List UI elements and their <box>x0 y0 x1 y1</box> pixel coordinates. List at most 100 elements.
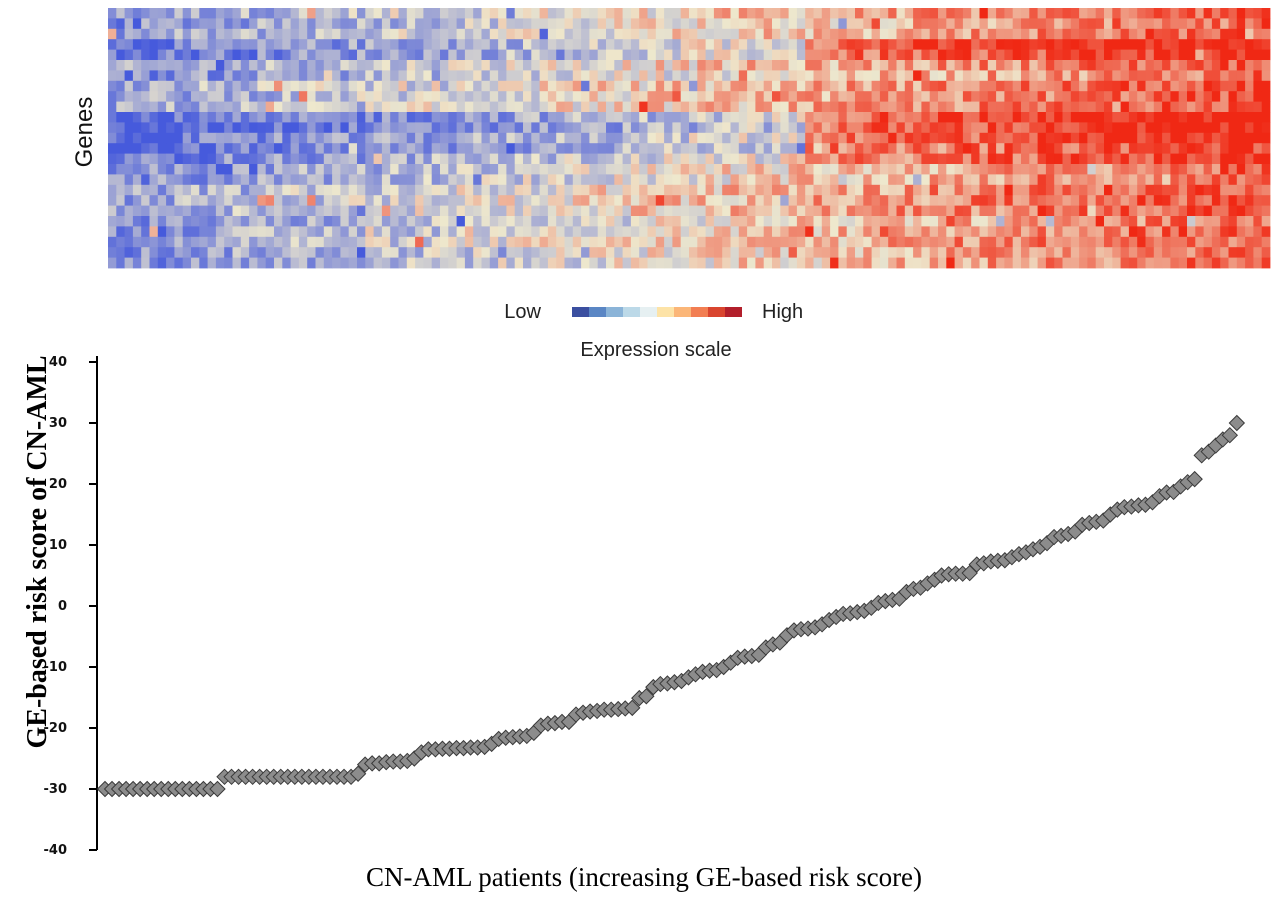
heatmap-cell <box>606 80 615 92</box>
heatmap-cell <box>1004 28 1014 40</box>
heatmap-cell <box>813 164 823 175</box>
heatmap-cell <box>323 8 333 19</box>
expression-legend: Low High Expression scale <box>504 301 803 361</box>
heatmap-cell <box>614 132 623 144</box>
heatmap-cell <box>1162 236 1171 248</box>
heatmap-cell <box>531 153 540 165</box>
heatmap-cell <box>921 101 931 113</box>
legend-swatch <box>691 307 708 317</box>
heatmap-cell <box>913 49 922 61</box>
heatmap-cell <box>514 28 524 40</box>
heatmap-cell <box>116 70 125 82</box>
heatmap-cell <box>929 247 939 258</box>
heatmap-cell <box>1153 132 1163 144</box>
heatmap-cell <box>788 132 798 144</box>
data-point <box>209 780 226 798</box>
heatmap-cell <box>996 247 1005 258</box>
heatmap-cell <box>788 39 798 50</box>
heatmap-cell <box>747 49 756 61</box>
heatmap-cell <box>896 226 906 238</box>
heatmap-cell <box>1195 226 1204 238</box>
heatmap-cell <box>274 112 283 123</box>
heatmap-cell <box>564 39 574 50</box>
heatmap-cell <box>473 195 482 206</box>
heatmap-cell <box>722 174 731 186</box>
heatmap-cell <box>108 122 117 134</box>
heatmap-cell <box>1021 49 1030 61</box>
heatmap-cell <box>630 205 640 217</box>
heatmap-cell <box>796 70 806 82</box>
heatmap-cell <box>523 226 532 238</box>
heatmap-cell <box>821 216 831 227</box>
heatmap-cell <box>257 143 267 154</box>
heatmap-cell <box>274 80 283 92</box>
heatmap-cell <box>1187 39 1196 50</box>
heatmap-cell <box>547 49 557 61</box>
heatmap-cell <box>174 257 184 269</box>
heatmap-cell <box>357 143 366 154</box>
heatmap-cell <box>904 122 914 134</box>
heatmap-cell <box>1178 205 1188 217</box>
heatmap-cell <box>523 205 532 217</box>
heatmap-cell <box>332 112 341 123</box>
heatmap-cell <box>813 257 823 269</box>
heatmap-cell <box>498 112 507 123</box>
heatmap-cell <box>680 70 690 82</box>
heatmap-cell <box>589 164 599 175</box>
heatmap-cell <box>913 28 922 40</box>
heatmap-cell <box>149 216 159 227</box>
heatmap-cell <box>1004 80 1014 92</box>
heatmap-cell <box>390 236 399 248</box>
heatmap-cell <box>423 143 433 154</box>
heatmap-cell <box>1211 91 1221 102</box>
heatmap-cell <box>415 18 424 30</box>
heatmap-cell <box>182 91 192 102</box>
heatmap-cell <box>796 39 806 50</box>
heatmap-cell <box>423 205 433 217</box>
heatmap-cell <box>1087 184 1097 196</box>
heatmap-cell <box>215 132 225 144</box>
heatmap-cell <box>913 60 922 71</box>
heatmap-cell <box>132 39 142 50</box>
heatmap-cell <box>589 205 599 217</box>
heatmap-cell <box>182 153 192 165</box>
heatmap-cell <box>1120 195 1130 206</box>
heatmap-cell <box>1145 153 1155 165</box>
heatmap-cell <box>423 112 433 123</box>
heatmap-cell <box>199 122 208 134</box>
heatmap-cell <box>589 216 599 227</box>
heatmap-cell <box>365 195 374 206</box>
heatmap-cell <box>199 184 208 196</box>
heatmap-cell <box>639 122 648 134</box>
heatmap-cell <box>581 8 590 19</box>
heatmap-cell <box>132 91 142 102</box>
heatmap-cell <box>207 257 217 269</box>
heatmap-cell <box>1120 112 1130 123</box>
heatmap-cell <box>523 60 532 71</box>
heatmap-cell <box>224 112 233 123</box>
heatmap-cell <box>1012 39 1022 50</box>
heatmap-cell <box>1012 132 1022 144</box>
heatmap-cell <box>514 80 524 92</box>
heatmap-cell <box>406 101 416 113</box>
heatmap-cell <box>581 236 590 248</box>
heatmap-cell <box>1203 164 1213 175</box>
heatmap-cell <box>962 28 972 40</box>
heatmap-cell <box>879 247 889 258</box>
heatmap-cell <box>406 70 416 82</box>
heatmap-cell <box>232 112 242 123</box>
heatmap-cell <box>440 153 449 165</box>
heatmap-cell <box>406 184 416 196</box>
heatmap-cell <box>1128 216 1138 227</box>
heatmap-cell <box>365 174 374 186</box>
heatmap-cell <box>855 8 864 19</box>
heatmap-cell <box>157 132 167 144</box>
heatmap-cell <box>498 132 507 144</box>
heatmap-cell <box>232 226 242 238</box>
heatmap-cell <box>689 174 698 186</box>
heatmap-cell <box>780 164 789 175</box>
heatmap-cell <box>523 49 532 61</box>
heatmap-cell <box>589 60 599 71</box>
heatmap-cell <box>108 143 117 154</box>
heatmap-cell <box>199 216 208 227</box>
